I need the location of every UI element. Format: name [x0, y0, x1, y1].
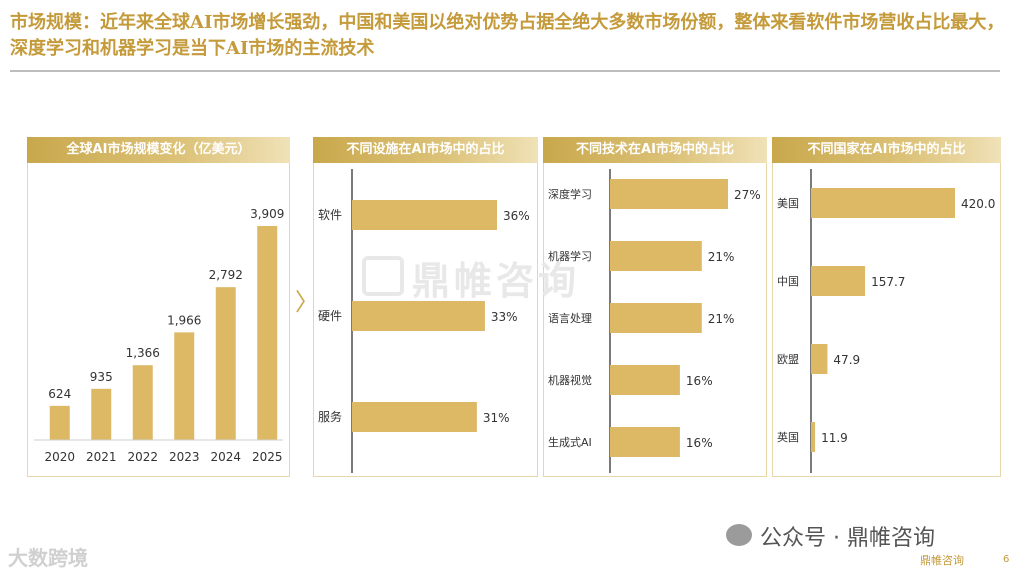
bar-2021 — [91, 388, 112, 440]
wechat-icon — [726, 524, 752, 546]
panel-body: 624 2020 935 2021 1,366 2022 1,966 2023 2,792 202… — [27, 163, 290, 477]
bar-value-label: 27% — [734, 188, 761, 202]
x-tick-label: 2022 — [127, 450, 158, 464]
category-label: 中国 — [777, 275, 799, 288]
category-label: 服务 — [318, 409, 342, 424]
bar-value-label: 21% — [708, 312, 735, 326]
category-label: 深度学习 — [548, 187, 592, 201]
bar-value-label: 1,366 — [126, 346, 160, 360]
category-label: 生成式AI — [548, 435, 592, 449]
chart-country-share: 美国 420.0 中国 157.7 欧盟 47.9 英国 11.9 — [777, 169, 995, 473]
bar-中国 — [811, 266, 866, 296]
panel-title-infrastructure-share: 不同设施在AI市场中的占比 — [313, 137, 538, 163]
bar-value-label: 31% — [483, 411, 510, 425]
chart-global-market-size: 624 2020 935 2021 1,366 2022 1,966 2023 2,792 202… — [34, 207, 284, 464]
chevron-right-icon: 〉 — [295, 288, 319, 316]
bar-深度学习 — [610, 179, 728, 209]
bar-value-label: 11.9 — [821, 431, 848, 445]
bar-生成式AI — [610, 427, 680, 457]
watermark-logo-icon — [362, 256, 404, 296]
category-label: 欧盟 — [777, 353, 799, 366]
chart-infrastructure-share: 软件 36% 硬件 33% 服务 31% — [318, 169, 530, 473]
bar-机器视觉 — [610, 365, 680, 395]
bar-value-label: 36% — [503, 209, 530, 223]
x-tick-label: 2025 — [252, 450, 283, 464]
bar-美国 — [811, 188, 955, 218]
panel-technology-share: 不同技术在AI市场中的占比 深度学习 27% 机器学习 21% 语言处理 21% 机器视觉 1… — [543, 137, 767, 477]
bar-value-label: 2,792 — [209, 268, 243, 282]
category-label: 机器视觉 — [548, 373, 592, 387]
bar-value-label: 16% — [686, 436, 713, 450]
title-divider — [10, 70, 1000, 72]
panel-body: 软件 36% 硬件 33% 服务 31% — [313, 163, 538, 477]
panel-title-country-share: 不同国家在AI市场中的占比 — [772, 137, 1001, 163]
category-label: 语言处理 — [548, 312, 592, 325]
bar-value-label: 16% — [686, 374, 713, 388]
category-label: 软件 — [318, 208, 342, 222]
x-tick-label: 2021 — [86, 450, 117, 464]
bar-2024 — [215, 287, 236, 440]
bar-value-label: 935 — [90, 370, 113, 384]
bar-value-label: 33% — [491, 310, 518, 324]
watermark: 鼎帷咨询 — [412, 259, 581, 303]
bar-硬件 — [352, 301, 485, 331]
panel-title-global-market-size: 全球AI市场规模变化（亿美元） — [27, 137, 290, 163]
bar-value-label: 157.7 — [871, 275, 905, 289]
category-label: 英国 — [777, 430, 799, 444]
bar-2020 — [49, 405, 70, 440]
bar-英国 — [811, 422, 816, 452]
bar-value-label: 420.0 — [961, 197, 995, 211]
x-tick-label: 2024 — [210, 450, 241, 464]
panel-body: 深度学习 27% 机器学习 21% 语言处理 21% 机器视觉 16% 生成式AI 16% — [543, 163, 767, 477]
bar-value-label: 3,909 — [250, 207, 284, 221]
page-title: 市场规模：近年来全球AI市场增长强劲，中国和美国以绝对优势占据全绝大多数市场份额… — [10, 12, 1005, 59]
bar-语言处理 — [610, 303, 702, 333]
bar-2025 — [257, 226, 278, 440]
bar-value-label: 47.9 — [833, 353, 860, 367]
footer-logo: 鼎帷咨询 — [920, 554, 964, 567]
bar-机器学习 — [610, 241, 702, 271]
x-tick-label: 2023 — [169, 450, 200, 464]
x-tick-label: 2020 — [44, 450, 75, 464]
bar-软件 — [352, 200, 497, 230]
bar-欧盟 — [811, 344, 828, 374]
category-label: 美国 — [777, 197, 799, 210]
wechat-account-label: 公众号 · 鼎帷咨询 — [760, 526, 935, 551]
category-label: 机器学习 — [548, 249, 592, 263]
panel-infrastructure-share: 不同设施在AI市场中的占比 软件 36% 硬件 33% 服务 31% — [313, 137, 538, 477]
bar-value-label: 1,966 — [167, 313, 201, 327]
bar-2022 — [132, 365, 153, 440]
category-label: 硬件 — [318, 309, 342, 323]
panel-country-share: 不同国家在AI市场中的占比 美国 420.0 中国 157.7 欧盟 47.9 英国 11.9 — [772, 137, 1001, 477]
panel-global-market-size: 全球AI市场规模变化（亿美元） 624 2020 935 2021 1,366 2022 1… — [27, 137, 290, 477]
page-number: 6 — [1003, 554, 1010, 565]
bar-value-label: 21% — [708, 250, 735, 264]
panel-title-technology-share: 不同技术在AI市场中的占比 — [543, 137, 767, 163]
bar-服务 — [352, 402, 477, 432]
chart-technology-share: 深度学习 27% 机器学习 21% 语言处理 21% 机器视觉 16% 生成式AI 16% — [548, 169, 761, 473]
bar-2023 — [174, 332, 195, 440]
panel-body: 美国 420.0 中国 157.7 欧盟 47.9 英国 11.9 — [772, 163, 1001, 477]
bar-value-label: 624 — [48, 387, 71, 401]
bottom-left-watermark: 大数跨境 — [8, 546, 88, 570]
